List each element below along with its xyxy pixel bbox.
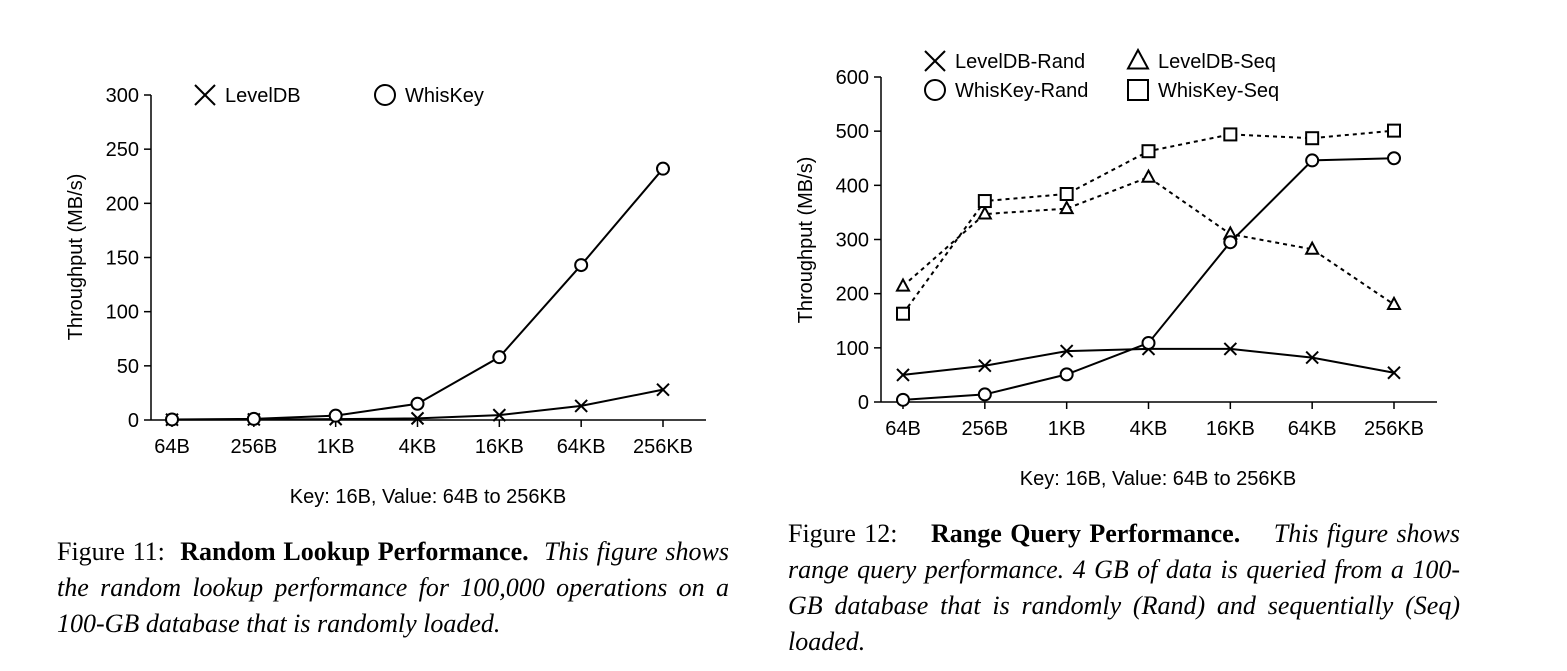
figure-12-description: This figure shows range query performanc…: [788, 519, 1461, 656]
fig12-point-whiskey-rand: [977, 387, 992, 402]
fig12-legend-label-leveldb-seq: LevelDB-Seq: [1158, 51, 1276, 73]
fig11-point-leveldb: [656, 382, 670, 397]
fig11-x-tick-label: 1KB: [317, 436, 355, 458]
fig12-x-tick-label: 256B: [961, 418, 1008, 440]
fig11-y-tick-label: 250: [106, 139, 139, 161]
fig11-x-tick-label: 16KB: [475, 436, 524, 458]
fig12-legend-label-whiskey-seq: WhisKey-Seq: [1158, 80, 1279, 102]
fig11-y-tick-label: 0: [128, 410, 139, 432]
fig11-legend-symbol-leveldb: [194, 84, 216, 106]
fig12-series-line-leveldb-seq: [902, 176, 1395, 306]
fig12-legend-symbol-leveldb-seq: [1126, 47, 1150, 70]
fig12-x-tick-label: 64KB: [1288, 418, 1337, 440]
fig11-x-tick-label: 4KB: [399, 436, 437, 458]
fig11-point-leveldb: [410, 411, 425, 426]
fig12-y-tick-label: 300: [836, 230, 869, 252]
fig12-x-tick-label: 256KB: [1364, 418, 1424, 440]
fig11-point-leveldb: [492, 408, 507, 422]
fig11-legend-symbol-whiskey: [374, 84, 396, 106]
fig12-legend-symbol-whiskey-seq: [1127, 79, 1149, 101]
fig12-legend-label-whiskey-rand: WhisKey-Rand: [955, 80, 1088, 102]
fig12-point-leveldb-rand: [1305, 350, 1319, 365]
fig11-legend-label-whiskey: WhisKey: [405, 85, 484, 107]
fig12-series-line-leveldb-rand: [902, 347, 1395, 376]
fig12-y-axis-label: Throughput (MB/s): [795, 157, 817, 324]
fig12-point-whiskey-seq: [896, 306, 910, 321]
figure-11-number: Figure 11:: [57, 537, 165, 566]
fig12-legend-symbol-whiskey-rand: [924, 79, 946, 101]
fig12-y-tick-label: 100: [836, 338, 869, 360]
fig12-point-whiskey-rand: [1059, 367, 1074, 382]
fig11-point-whiskey: [656, 161, 670, 176]
fig11-x-tick-label: 64B: [154, 436, 190, 458]
fig11-point-whiskey: [492, 350, 507, 365]
fig11-point-whiskey: [165, 412, 179, 427]
fig12-point-leveldb-rand: [1059, 344, 1074, 358]
figure-12-number: Figure 12:: [788, 519, 898, 548]
fig12-point-whiskey-seq: [1059, 187, 1074, 201]
fig12-point-whiskey-seq: [1223, 127, 1238, 142]
fig11-y-tick-label: 300: [106, 85, 139, 107]
fig11-point-leveldb: [574, 399, 588, 413]
fig11-y-tick-label: 200: [106, 193, 139, 215]
fig12-point-leveldb-seq: [1386, 295, 1402, 310]
fig11-y-tick-label: 100: [106, 302, 139, 324]
fig11-x-tick-label: 64KB: [557, 436, 606, 458]
fig12-point-whiskey-seq: [1305, 131, 1320, 146]
fig12-point-leveldb-seq: [1304, 240, 1320, 255]
fig12-x-tick-label: 1KB: [1048, 418, 1086, 440]
figure-11-caption: Figure 11: Random Lookup Performance. Th…: [57, 534, 729, 642]
fig12-point-leveldb-seq: [977, 205, 993, 220]
fig12-point-leveldb-rand: [1223, 342, 1238, 356]
fig11-point-whiskey: [328, 408, 343, 423]
fig12-x-tick-label: 16KB: [1206, 418, 1255, 440]
fig12-y-tick-label: 0: [858, 392, 869, 414]
fig12-point-whiskey-rand: [1387, 151, 1401, 166]
fig11-y-tick-label: 50: [117, 356, 139, 378]
fig11-legend-label-leveldb: LevelDB: [225, 85, 301, 107]
fig12-legend-label-leveldb-rand: LevelDB-Rand: [955, 51, 1085, 73]
fig12-point-whiskey-rand: [1305, 153, 1320, 168]
figure-11-description: This figure shows the random lookup perf…: [57, 537, 730, 638]
fig12-y-tick-label: 400: [836, 175, 869, 197]
fig12-point-whiskey-seq: [1141, 144, 1156, 159]
fig12-point-leveldb-seq: [895, 277, 911, 292]
fig12-y-tick-label: 600: [836, 67, 869, 89]
fig12-series-line-whiskey-rand: [902, 157, 1395, 401]
figure-11-title: Random Lookup Performance.: [180, 537, 529, 566]
fig11-x-axis-label: Key: 16B, Value: 64B to 256KB: [290, 486, 566, 508]
fig12-point-whiskey-rand: [1223, 235, 1238, 250]
fig11-point-whiskey: [574, 258, 589, 273]
fig12-point-whiskey-seq: [977, 194, 992, 209]
figure-12-caption: Figure 12: Range Query Performance. This…: [788, 516, 1460, 660]
fig12-point-whiskey-seq: [1387, 123, 1401, 138]
fig12-point-leveldb-rand: [1387, 366, 1401, 380]
fig12-point-leveldb-seq: [1058, 199, 1075, 215]
fig12-point-whiskey-rand: [896, 392, 910, 407]
fig12-x-tick-label: 64B: [885, 418, 921, 440]
fig12-point-leveldb-seq: [1140, 168, 1157, 183]
fig11-y-tick-label: 150: [106, 248, 139, 270]
fig12-point-whiskey-rand: [1141, 335, 1156, 350]
fig12-x-tick-label: 4KB: [1130, 418, 1168, 440]
figure-12-title: Range Query Performance.: [931, 519, 1241, 548]
fig12-y-tick-label: 200: [836, 284, 869, 306]
fig12-y-tick-label: 500: [836, 121, 869, 143]
fig12-legend-symbol-leveldb-rand: [924, 50, 946, 72]
fig11-point-whiskey: [246, 411, 261, 426]
fig12-point-leveldb-rand: [896, 368, 910, 382]
fig11-x-tick-label: 256B: [230, 436, 277, 458]
fig11-y-axis-label: Throughput (MB/s): [65, 174, 87, 341]
fig11-x-tick-label: 256KB: [633, 436, 693, 458]
fig12-point-leveldb-rand: [978, 359, 992, 373]
fig11-point-whiskey: [410, 396, 425, 411]
fig12-x-axis-label: Key: 16B, Value: 64B to 256KB: [1020, 468, 1296, 490]
